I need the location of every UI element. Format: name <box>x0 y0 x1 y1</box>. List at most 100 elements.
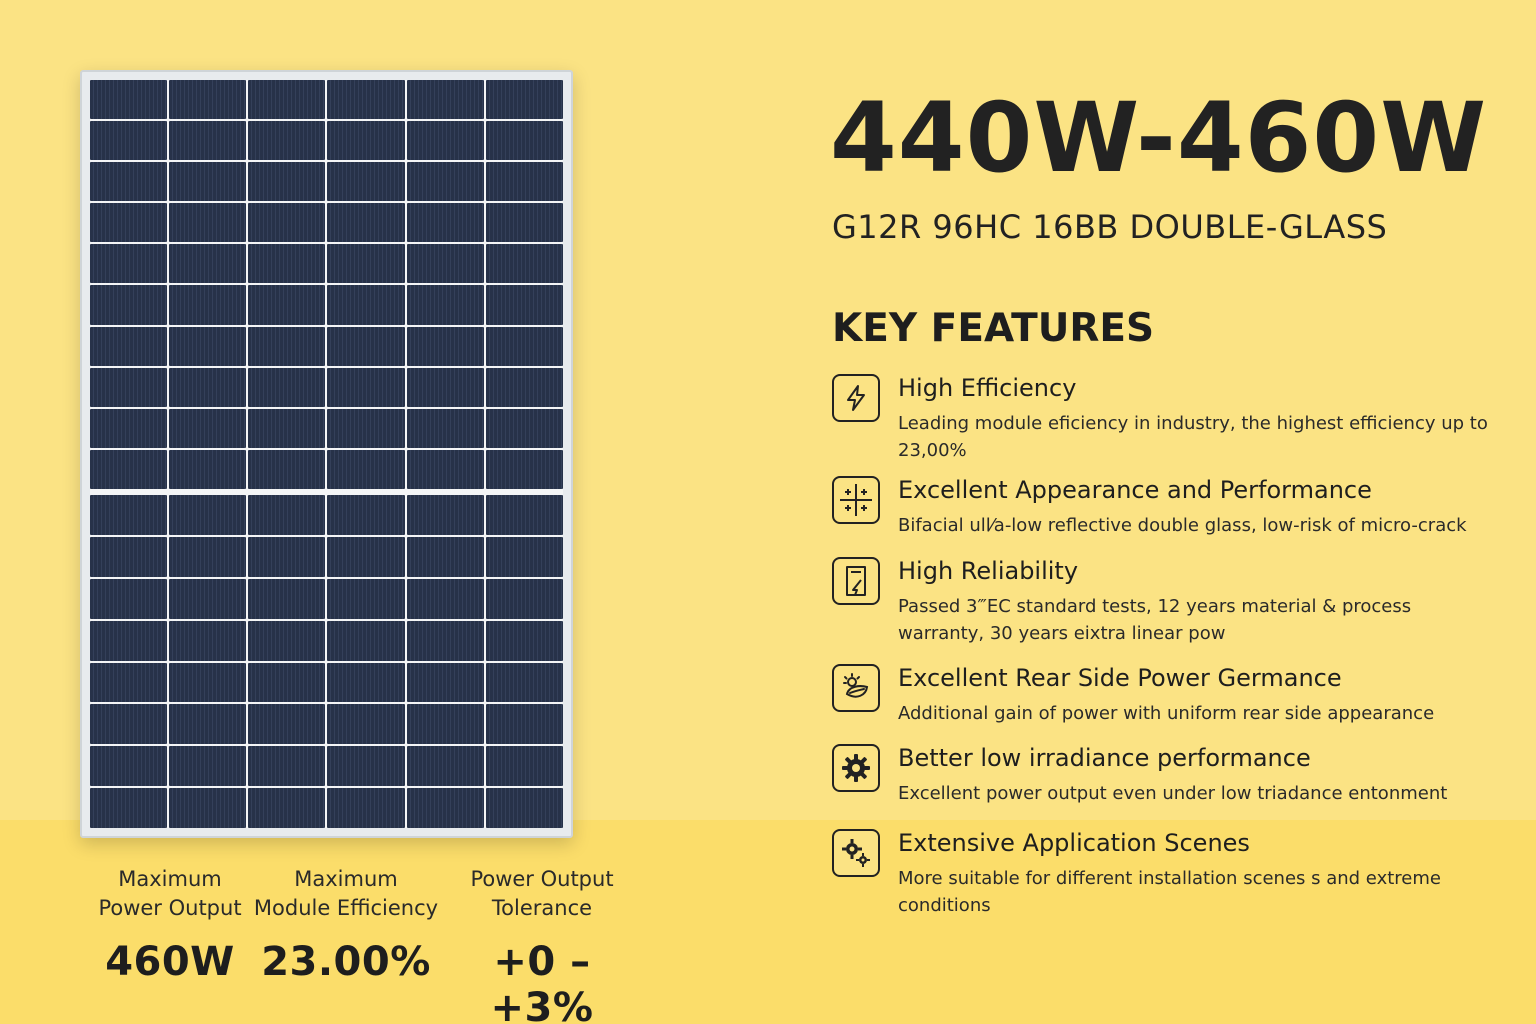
solar-cell <box>90 408 168 448</box>
solar-cell <box>485 536 563 577</box>
spec-label: Maximum Power Output <box>98 867 242 920</box>
solar-cell <box>485 495 563 535</box>
solar-cell <box>485 704 563 745</box>
solar-cell <box>485 620 563 661</box>
solar-cell <box>169 285 247 325</box>
spec-label: Power Output Tolerance <box>470 867 614 920</box>
solar-cell <box>169 121 247 161</box>
solar-cell <box>406 536 484 577</box>
solar-cell <box>327 620 405 661</box>
solar-cell <box>90 536 168 577</box>
feature-title: Extensive Application Scenes <box>898 829 1250 857</box>
solar-cell <box>406 408 484 448</box>
solar-cell <box>406 244 484 284</box>
solar-cell <box>485 408 563 448</box>
spec-value: 460W <box>105 939 235 985</box>
feature-description: Bifacial ull⁄a-low reflective double gla… <box>898 515 1467 536</box>
solar-cell <box>406 578 484 619</box>
solar-cell <box>90 662 168 703</box>
solar-cell <box>485 162 563 202</box>
solar-cell <box>406 367 484 407</box>
solar-cell <box>327 326 405 366</box>
solar-cell <box>327 704 405 745</box>
solar-cell <box>90 326 168 366</box>
feature-title: High Reliability <box>898 557 1079 585</box>
solar-cell <box>90 578 168 619</box>
solar-cell <box>327 788 405 828</box>
solar-cell <box>485 326 563 366</box>
solar-cell <box>169 244 247 284</box>
solar-cell <box>169 203 247 243</box>
solar-cell <box>248 662 326 703</box>
feature-description: Additional gain of power with uniform re… <box>898 703 1435 724</box>
solar-cell <box>327 203 405 243</box>
solar-cell <box>485 285 563 325</box>
solar-cell <box>90 80 168 120</box>
solar-cell <box>248 620 326 661</box>
solar-cell <box>169 746 247 787</box>
solar-cell <box>90 746 168 787</box>
solar-panel-top-half <box>90 80 563 489</box>
solar-cell <box>248 449 326 489</box>
solar-cell <box>327 662 405 703</box>
solar-cell <box>248 704 326 745</box>
feature-title: Excellent Appearance and Performance <box>898 476 1372 504</box>
solar-cell <box>248 367 326 407</box>
solar-cell <box>90 620 168 661</box>
solar-cell <box>169 449 247 489</box>
document-shield-icon <box>832 557 880 605</box>
solar-cell <box>406 203 484 243</box>
solar-cell <box>169 578 247 619</box>
solar-cell <box>90 285 168 325</box>
grid-plus-icon <box>832 476 880 524</box>
solar-cell <box>90 788 168 828</box>
solar-cell <box>327 285 405 325</box>
lightning-icon <box>832 374 880 422</box>
gear-icon <box>832 744 880 792</box>
spec-value: 23.00% <box>261 939 431 985</box>
features-title: KEY FEATURES <box>832 306 1155 351</box>
solar-cell <box>248 162 326 202</box>
solar-cell <box>248 203 326 243</box>
subheadline-model: G12R 96HC 16BB DOUBLE-GLASS <box>832 208 1388 246</box>
solar-cell <box>169 408 247 448</box>
solar-cell <box>327 536 405 577</box>
solar-cell <box>406 285 484 325</box>
solar-cell <box>485 367 563 407</box>
spec-power-tolerance: Power Output Tolerance +0 –+3% <box>452 865 632 1024</box>
solar-cell <box>485 578 563 619</box>
solar-cell <box>90 121 168 161</box>
solar-cell <box>327 80 405 120</box>
solar-cell <box>248 578 326 619</box>
solar-panel-image <box>80 70 573 838</box>
solar-cell <box>406 80 484 120</box>
solar-cell <box>406 746 484 787</box>
solar-cell <box>327 408 405 448</box>
gears-icon <box>832 829 880 877</box>
solar-cell <box>327 121 405 161</box>
headline-power-range: 440W-460W <box>830 82 1488 194</box>
solar-cell <box>248 536 326 577</box>
solar-cell <box>485 449 563 489</box>
solar-cell <box>327 449 405 489</box>
solar-cell <box>327 578 405 619</box>
spec-value: +0 –+3% <box>490 939 594 1024</box>
spec-label: Maximum Module Efficiency <box>253 867 439 920</box>
solar-cell <box>169 620 247 661</box>
feature-description: Leading module eficiency in industry, th… <box>898 413 1488 461</box>
solar-cell <box>248 285 326 325</box>
solar-cell <box>485 746 563 787</box>
solar-cell <box>248 244 326 284</box>
solar-cell <box>327 746 405 787</box>
solar-cell <box>485 80 563 120</box>
solar-cell <box>169 495 247 535</box>
solar-cell <box>248 80 326 120</box>
solar-cell <box>169 326 247 366</box>
feature-title: Excellent Rear Side Power Germance <box>898 664 1342 692</box>
solar-cell <box>485 788 563 828</box>
solar-cell <box>90 162 168 202</box>
leaf-sun-icon <box>832 664 880 712</box>
feature-title: Better low irradiance performance <box>898 744 1311 772</box>
feature-description: More suitable for different installation… <box>898 868 1441 916</box>
solar-cell <box>248 788 326 828</box>
